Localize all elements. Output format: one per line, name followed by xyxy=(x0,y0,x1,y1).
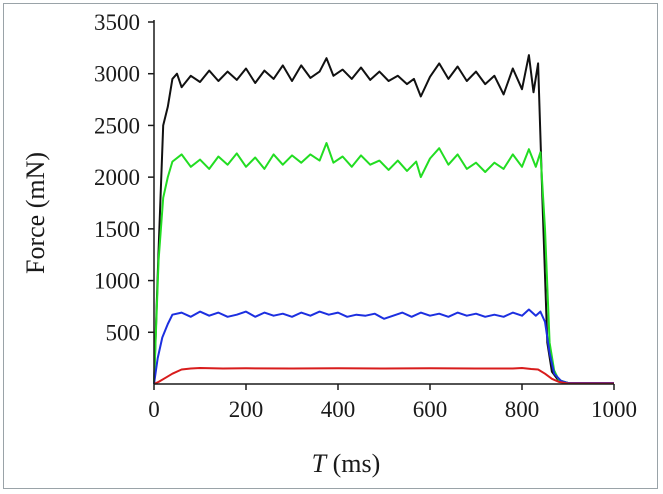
series-layer xyxy=(153,54,614,385)
x-tick-label: 0 xyxy=(148,397,160,422)
x-axis-unit: (ms) xyxy=(326,449,380,478)
x-axis-title: T (ms) xyxy=(312,449,381,478)
series-line-4 xyxy=(153,367,614,385)
x-axis-variable: T xyxy=(312,449,328,478)
x-tick-label: 400 xyxy=(321,397,356,422)
y-tick-group: 500 1000 1500 2000 2500 3000 3500 xyxy=(94,10,154,345)
x-tick-label: 600 xyxy=(413,397,448,422)
chart-frame xyxy=(3,3,658,489)
x-tick-label: 1000 xyxy=(591,397,637,422)
series-line-1 xyxy=(153,54,614,385)
series-line-3 xyxy=(153,308,614,385)
y-tick-label: 3500 xyxy=(94,10,140,35)
series-line-2 xyxy=(153,142,614,385)
y-tick-label: 3000 xyxy=(94,62,140,87)
y-tick-label: 1500 xyxy=(94,217,140,242)
x-tick-group: 0 200 400 600 800 1000 xyxy=(148,384,637,422)
y-tick-label: 1000 xyxy=(94,269,140,294)
y-axis-title: Force (mN) xyxy=(21,152,50,274)
y-tick-label: 2000 xyxy=(94,165,140,190)
y-tick-label: 500 xyxy=(106,320,141,345)
y-tick-label: 2500 xyxy=(94,113,140,138)
x-tick-label: 800 xyxy=(505,397,540,422)
x-tick-label: 200 xyxy=(229,397,264,422)
